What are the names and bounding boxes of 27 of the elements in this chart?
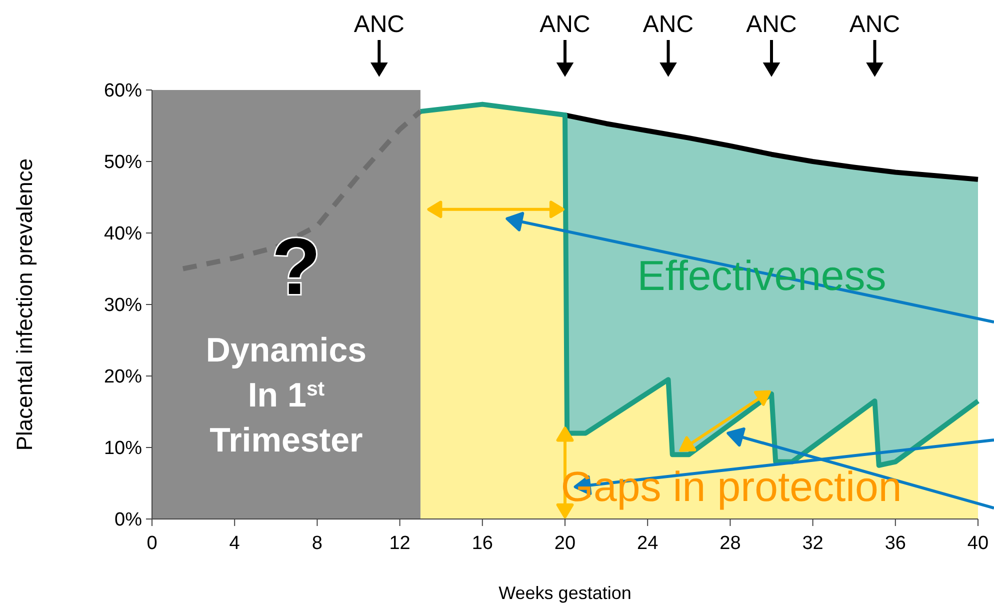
y-tick-label: 20% xyxy=(104,366,142,388)
x-tick-label: 32 xyxy=(802,533,824,554)
x-axis-title: Weeks gestation xyxy=(498,583,632,603)
x-tick-label: 20 xyxy=(554,533,576,554)
y-tick-label: 10% xyxy=(104,438,142,460)
text: ANC xyxy=(540,11,590,38)
annotation: ? xyxy=(272,222,321,311)
y-axis-title: Placental infection prevalence xyxy=(12,158,37,451)
y-tick-label: 60% xyxy=(104,80,142,102)
y-tick-label: 50% xyxy=(104,152,142,174)
x-tick-label: 8 xyxy=(312,533,322,554)
y-tick-label: 30% xyxy=(104,295,142,316)
text: ANC xyxy=(642,11,694,38)
text: ANC xyxy=(354,11,404,38)
x-tick-label: 4 xyxy=(229,533,240,554)
x-tick-label: 36 xyxy=(884,533,906,554)
x-tick-label: 12 xyxy=(389,533,410,554)
text: ANC xyxy=(849,11,900,38)
x-tick-label: 16 xyxy=(472,533,493,554)
y-tick-label: 0% xyxy=(114,510,142,531)
x-tick-label: 40 xyxy=(967,533,989,554)
x-tick-label: 24 xyxy=(637,533,659,554)
x-tick-label: 28 xyxy=(720,533,741,554)
x-tick-label: 0 xyxy=(146,533,158,554)
band-label: Dynamics In 1$^{st}$ Trimester xyxy=(206,332,367,460)
text: ANC xyxy=(746,11,797,38)
y-tick-label: 40% xyxy=(104,224,142,245)
